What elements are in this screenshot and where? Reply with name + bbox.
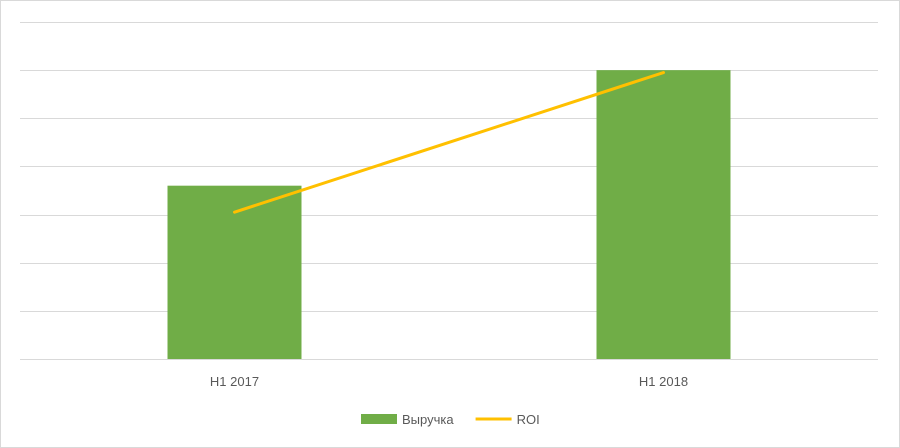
legend: Выручка ROI [361,412,540,427]
x-tick-label: H1 2017 [210,374,259,389]
bar [596,70,731,360]
series-line [233,71,665,214]
x-axis-tick-labels: H1 2017 H1 2018 [210,374,688,389]
line-series [233,71,665,214]
legend-label: Выручка [402,412,454,427]
legend-label: ROI [517,412,540,427]
legend-swatch [361,414,397,424]
legend-item: Выручка [361,412,454,427]
gridlines [20,22,878,360]
bar [167,185,302,359]
legend-item: ROI [475,412,540,427]
x-tick-label: H1 2018 [639,374,688,389]
bar-series [167,70,731,360]
